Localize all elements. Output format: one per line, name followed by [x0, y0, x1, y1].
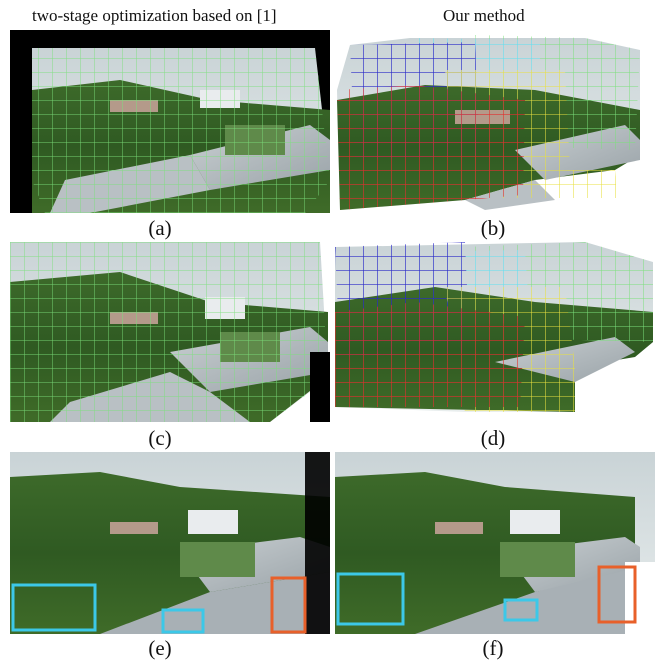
header-right-label: Our method — [443, 6, 525, 25]
panel-e-image — [10, 452, 330, 634]
panel-f-label: (f) — [482, 636, 504, 660]
header-left-label: two-stage optimization based on [1] — [32, 6, 277, 25]
panel-c-label: (c) — [148, 426, 172, 450]
panel-d-image — [335, 242, 655, 422]
highlight-box-large — [336, 572, 405, 626]
panel-b-image — [335, 30, 655, 213]
panel-b-label: (b) — [480, 216, 506, 240]
panel-a-image — [10, 30, 330, 213]
panel-f-image — [335, 452, 655, 634]
highlight-box-small — [161, 608, 205, 634]
panel-a-label: (a) — [148, 216, 172, 240]
highlight-box-small — [503, 598, 539, 622]
highlight-box-orange — [597, 565, 637, 624]
highlight-box-orange — [270, 576, 307, 634]
highlight-box-large — [11, 583, 97, 632]
panel-e-label: (e) — [148, 636, 172, 660]
panel-d-label: (d) — [480, 426, 506, 450]
panel-c-image — [10, 242, 330, 422]
